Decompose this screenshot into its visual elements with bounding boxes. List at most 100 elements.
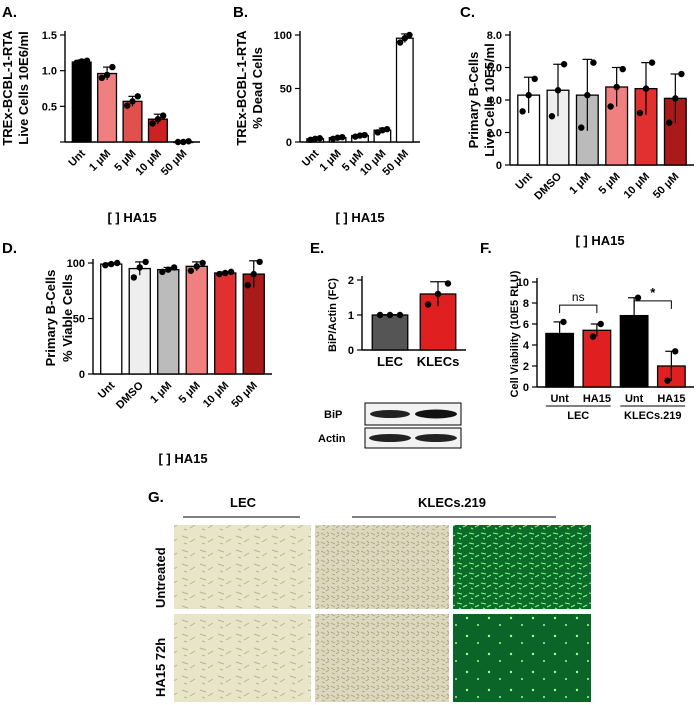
chart-b-x-title: [ ] HA15 (335, 210, 384, 225)
chart-d-data-point (159, 268, 166, 276)
chart-b-bar (395, 37, 414, 143)
chart-b-category-label: 1 μM (318, 148, 344, 174)
chart-c-category-label: DMSO (532, 170, 564, 202)
chart-a-data-point (109, 63, 116, 71)
chart-d-data-point (108, 260, 115, 268)
chart-c-y-title: Live Cells 10E5/ml (482, 43, 497, 156)
chart-d-data-point (170, 264, 178, 271)
chart-e-data-point (376, 311, 384, 319)
chart-a-category-label: 10 μM (133, 148, 164, 179)
chart-b-ytick-label: 50 (280, 84, 292, 96)
chart-d-data-point (193, 263, 200, 270)
chart-c-data-point (554, 87, 562, 94)
chart-a-data-point (129, 98, 136, 105)
micro-row-untreated: Untreated (153, 547, 168, 608)
chart-c-category-label: 10 μM (622, 171, 653, 202)
chart-b-data-point (339, 133, 346, 141)
panel-letter-f: F. (480, 240, 492, 257)
chart-e-ytick-label: 2 (348, 275, 354, 287)
panel-letter-d: D. (2, 240, 17, 257)
chart-f-ytick-label: 0 (523, 382, 529, 394)
chart-c-ytick-label: 0 (496, 160, 502, 172)
chart-a-category-label: Unt (66, 147, 88, 169)
chart-d-data-point (165, 266, 172, 273)
chart-b-y-title: TREx-BCBL-1-RTA (234, 30, 249, 146)
bip-blot-strip (364, 402, 462, 426)
chart-d-data-point (136, 264, 143, 271)
chart-f-ytick-label: 8 (523, 298, 529, 310)
chart-a-data-point (134, 93, 141, 100)
chart-a-data-point (159, 112, 167, 119)
chart-e-ytick-label: 1 (348, 310, 354, 322)
chart-d-bar (157, 269, 180, 375)
chart-b-data-point (401, 35, 408, 42)
chart-f-category-label: HA15 (657, 393, 685, 405)
chart-d-category-label: DMSO (114, 379, 146, 411)
chart-e-data-point (444, 280, 452, 287)
chart-d-y-title: Primary B-Cells (43, 270, 58, 367)
chart-a-category-label: 50 μM (159, 148, 190, 179)
chart-c-data-point (525, 91, 532, 99)
chart-a-data-point (73, 59, 80, 67)
chart-c-category-label: 50 μM (651, 171, 682, 202)
chart-d-data-point (142, 258, 149, 266)
chart-a-ytick-label: 0.5 (42, 101, 57, 113)
chart-d-data-point (227, 268, 235, 276)
chart-c-category-label: Unt (513, 170, 535, 192)
chart-e-y-title: BiP/Actin (FC) (327, 278, 339, 352)
chart-a-x-title: [ ] HA15 (107, 210, 156, 225)
chart-b-data-point (406, 31, 413, 39)
chart-c-data-point (578, 124, 585, 131)
chart-f-bracket (559, 304, 598, 314)
chart-a-bar (97, 72, 118, 143)
chart-f-data-point (627, 330, 634, 337)
chart-f-ytick-label: 6 (523, 319, 529, 331)
chart-b-data-point (396, 39, 404, 46)
bip-band-klecs (415, 409, 457, 419)
chart-d-y-title: % Viable Cells (60, 274, 75, 362)
chart-a-ytick-label: 1.0 (42, 66, 57, 78)
chart-a-data-point (124, 102, 131, 109)
chart-a-ytick-label: 1.5 (42, 30, 57, 42)
actin-band-klecs (415, 434, 457, 442)
chart-d-bar (214, 272, 237, 375)
chart-f-ytick-label: 2 (523, 361, 529, 373)
chart-a-data-point (149, 120, 156, 127)
blot-label-bip: BiP (324, 409, 342, 421)
chart-b-data-point (361, 131, 368, 139)
chart-e-data-point (434, 290, 442, 298)
chart-c-data-point (636, 109, 644, 117)
chart-f-group-label: KLECs.219 (624, 410, 681, 422)
chart-f-ytick-label: 4 (523, 340, 530, 352)
panel-letter-g: G. (148, 489, 164, 506)
chart-a-data-point (98, 74, 106, 82)
chart-d-data-point (113, 259, 121, 267)
chart-f-category-label: Unt (625, 393, 644, 405)
chart-d-data-point (216, 270, 223, 278)
chart-b-data-point (383, 125, 391, 133)
actin-band-lec (369, 434, 411, 442)
chart-d-category-label: Unt (96, 379, 118, 401)
chart-d-data-point (187, 267, 195, 274)
chart-d-category-label: 1 μM (148, 380, 174, 406)
chart-c-data-point (613, 83, 620, 91)
chart-e-bar (371, 314, 409, 351)
chart-f-bar (582, 329, 612, 388)
chart-c-x-title: [ ] HA15 (575, 233, 624, 248)
chart-f-group-label: LEC (567, 410, 589, 422)
chart-c-ytick-label: 8.0 (487, 30, 502, 42)
chart-f: 0 2 4 6 8 10 Unt HA15 Unt HA15 Cell Viability (10E… (509, 270, 694, 422)
chart-e-data-point (386, 311, 394, 319)
chart-f-data-point (552, 341, 559, 349)
chart-d-category-label: 50 μM (229, 380, 260, 411)
chart-d-bar (185, 265, 208, 375)
micrograph-klecs-untreated-gfp (453, 525, 591, 609)
chart-f-ns-label: ns (572, 290, 585, 304)
micrograph-lec-ha15 (174, 614, 311, 702)
chart-f-bracket (633, 300, 672, 309)
chart-c-data-point (584, 91, 591, 99)
panel-letter-a: A. (2, 4, 17, 21)
chart-b-data-point (312, 135, 319, 142)
chart-e-data-point (424, 301, 432, 308)
